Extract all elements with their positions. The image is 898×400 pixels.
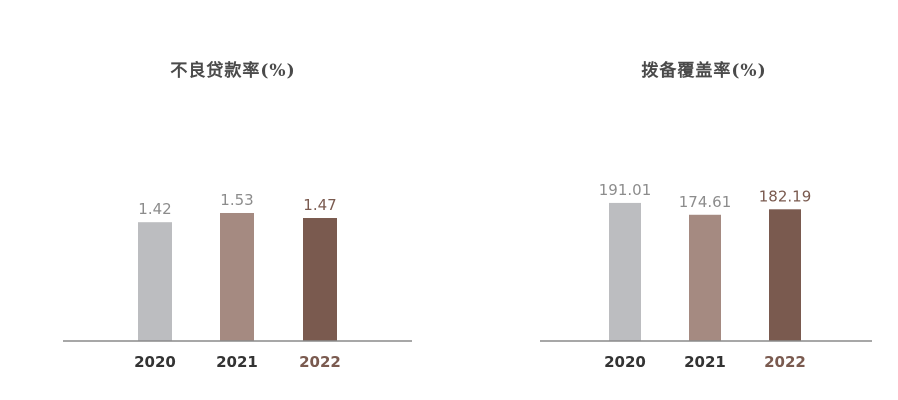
- x-tick-label-2021: 2021: [684, 353, 726, 371]
- x-tick-label-2020: 2020: [604, 353, 646, 371]
- x-tick-label-2020: 2020: [134, 353, 176, 371]
- chart-title: 拨备覆盖率(%): [641, 60, 766, 81]
- bar-2020: [138, 222, 172, 341]
- provision-coverage-chart: 拨备覆盖率(%) 191.01 2020 174.61 2021 182.19 2022: [540, 60, 872, 371]
- data-label-2021: 174.61: [679, 193, 732, 211]
- x-tick-label-2022: 2022: [764, 353, 806, 371]
- data-label-2022: 1.47: [303, 196, 336, 214]
- bar-2022: [769, 209, 801, 341]
- bar-2020: [609, 202, 641, 341]
- data-label-2021: 1.53: [220, 191, 253, 209]
- x-tick-label-2021: 2021: [216, 353, 258, 371]
- chart-title: 不良贷款率(%): [170, 60, 295, 81]
- data-label-2020: 1.42: [138, 200, 171, 218]
- x-tick-label-2022: 2022: [299, 353, 341, 371]
- data-label-2022: 182.19: [759, 187, 812, 205]
- bar-2021: [220, 212, 254, 341]
- bar-2021: [689, 214, 721, 341]
- data-label-2020: 191.01: [599, 181, 652, 199]
- bar-2022: [303, 218, 337, 341]
- npl-ratio-chart: 不良贷款率(%) 1.42 2020 1.53 2021 1.47 2022: [63, 60, 412, 371]
